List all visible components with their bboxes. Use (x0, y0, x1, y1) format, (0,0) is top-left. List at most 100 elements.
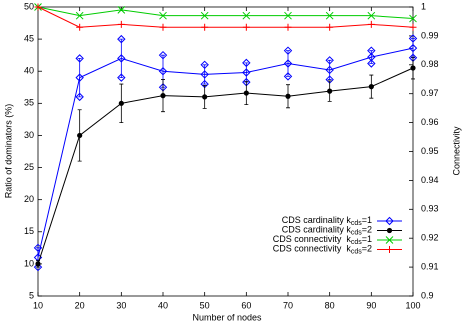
marker (117, 73, 126, 82)
marker (201, 23, 209, 31)
legend-suffix: =2 (362, 225, 372, 235)
marker (367, 59, 376, 68)
marker (200, 70, 209, 79)
marker (284, 11, 292, 20)
x-tick-label: 30 (116, 300, 126, 310)
legend-subscript: cds (351, 220, 362, 227)
marker (283, 59, 293, 68)
marker (159, 23, 167, 31)
y2-tick-label: 0.98 (421, 59, 439, 69)
marker (242, 23, 250, 31)
marker (158, 50, 168, 60)
marker (325, 11, 334, 20)
legend-marker (385, 216, 394, 226)
y2-tick-label: 0.94 (421, 175, 439, 185)
marker (117, 6, 126, 14)
marker (283, 72, 293, 81)
marker (242, 58, 251, 68)
y2-tick-label: 0.91 (421, 261, 439, 271)
marker (408, 34, 418, 43)
legend-subscript: cds (351, 239, 362, 246)
marker (117, 54, 126, 63)
x-tick-label: 70 (283, 300, 293, 310)
error-bar (369, 50, 374, 64)
marker (76, 23, 84, 31)
marker (284, 23, 292, 31)
marker (200, 60, 209, 70)
x-tick-label: 50 (200, 300, 210, 310)
legend-label: CDS cardinality kcds=2 (282, 225, 372, 236)
marker (117, 34, 126, 44)
x-tick-label: 20 (75, 300, 85, 310)
legend-label: CDS cardinality kcds=1 (282, 215, 372, 226)
marker (367, 52, 376, 62)
legend-marker (385, 236, 394, 244)
marker (75, 11, 84, 20)
error-bar (119, 38, 124, 79)
x-tick-label: 90 (366, 300, 376, 310)
legend-suffix: =1 (362, 234, 372, 244)
series-line (37, 6, 414, 20)
marker (283, 46, 293, 55)
y2-tick-label: 0.93 (421, 204, 439, 214)
legend-name: CDS connectivity k (273, 244, 352, 254)
marker (202, 94, 208, 100)
y-axis-title: Ratio of dominators (%) (3, 104, 13, 199)
y-tick-label: 10 (24, 258, 34, 268)
marker (409, 14, 417, 23)
legend-name: CDS cardinality k (282, 215, 352, 225)
y-tick-label: 15 (24, 226, 34, 236)
y-tick-label: 5 (29, 290, 34, 300)
legend-suffix: =2 (362, 244, 372, 254)
y2-axis-title: Connectivity (451, 126, 461, 176)
marker (75, 73, 84, 82)
y-tick-label: 20 (24, 194, 34, 204)
y2-tick-label: 0.9 (421, 290, 434, 300)
marker (410, 65, 416, 71)
y-tick-label: 30 (24, 130, 34, 140)
marker (325, 65, 334, 75)
marker (327, 88, 333, 94)
y2-tick-label: 0.96 (421, 117, 439, 127)
error-bar (77, 57, 82, 98)
legend-name: CDS connectivity k (273, 234, 352, 244)
y2-tick-label: 1 (421, 1, 426, 11)
marker (33, 243, 43, 253)
legend-marker (386, 246, 393, 253)
legend-name: CDS cardinality k (282, 225, 352, 235)
x-tick-label: 60 (241, 300, 251, 310)
y2-tick-label: 0.92 (421, 233, 439, 243)
marker (409, 23, 417, 31)
marker (243, 90, 249, 96)
series-line (37, 6, 414, 28)
marker (160, 93, 166, 99)
marker (75, 54, 84, 63)
marker (33, 262, 43, 272)
marker (117, 20, 125, 28)
marker (325, 56, 334, 65)
y-tick-label: 45 (24, 33, 34, 43)
marker (285, 93, 291, 99)
marker (367, 11, 376, 20)
series-line (37, 67, 414, 265)
y-tick-label: 50 (24, 1, 34, 11)
marker (75, 92, 84, 102)
marker (158, 67, 168, 76)
x-axis-title: Number of nodes (192, 312, 262, 322)
legend-subscript: cds (351, 229, 362, 236)
x-tick-label: 40 (158, 300, 168, 310)
marker (159, 11, 167, 20)
marker (242, 68, 251, 77)
y2-tick-label: 0.97 (421, 88, 439, 98)
legend-label: CDS connectivity kcds=2 (273, 244, 372, 255)
marker (118, 100, 124, 106)
y-tick-label: 25 (24, 162, 34, 172)
x-tick-label: 10 (33, 300, 43, 310)
y-tick-label: 35 (24, 98, 34, 108)
series-line (37, 47, 414, 258)
marker (77, 132, 83, 139)
marker (408, 43, 418, 53)
marker (34, 3, 42, 11)
marker (242, 11, 251, 20)
